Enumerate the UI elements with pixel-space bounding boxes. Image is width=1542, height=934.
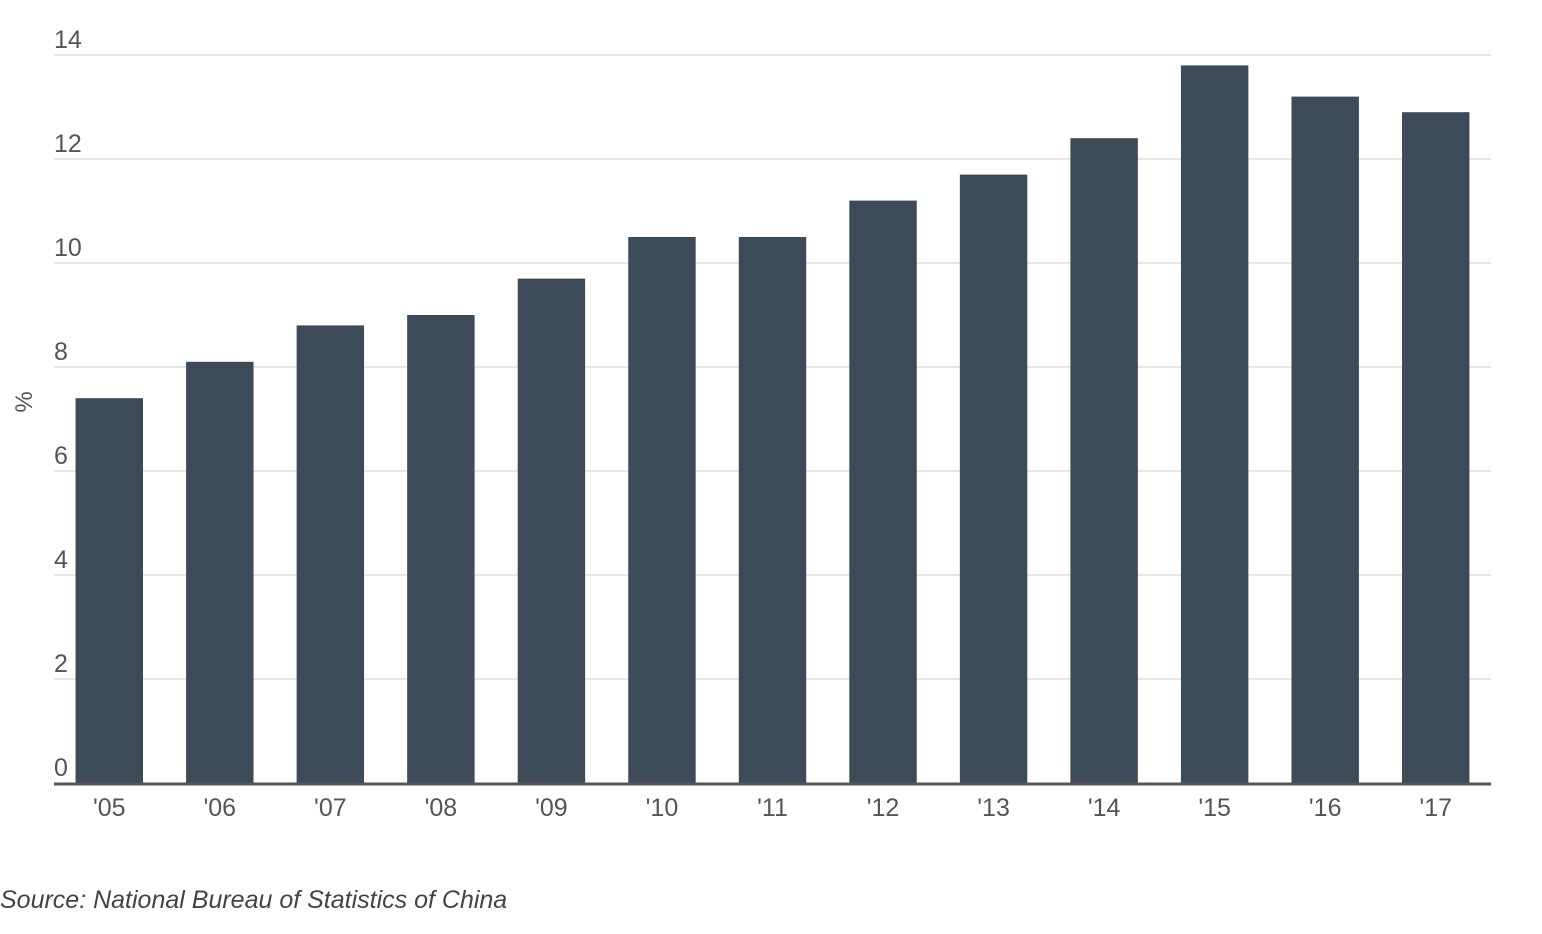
- bar-15: [1180, 65, 1249, 783]
- bar-17: [1402, 112, 1470, 783]
- bar-16: [1291, 96, 1359, 784]
- x-tick-label: '07: [314, 794, 347, 822]
- y-tick-label: 2: [54, 650, 68, 678]
- x-tick-label: '06: [204, 794, 237, 822]
- bars: [75, 65, 1470, 784]
- x-tick-label: '13: [977, 794, 1010, 822]
- bar-14: [1070, 138, 1138, 783]
- bar-09: [517, 278, 586, 783]
- x-tick-label: '05: [93, 794, 126, 822]
- y-axis-label: %: [11, 391, 38, 412]
- x-tick-label: '09: [535, 794, 568, 822]
- bar-08: [407, 315, 475, 783]
- x-tick-label: '10: [646, 794, 679, 822]
- bar-12: [849, 200, 917, 784]
- y-tick-label: 14: [54, 26, 82, 54]
- x-tick-label: '15: [1198, 794, 1231, 822]
- bar-07: [296, 325, 365, 783]
- x-axis-ticks: '05 '06 '07 '08 '09 '10 '11 '12 '13 '14 '15 '16 '17: [93, 794, 1452, 822]
- x-tick-label: '08: [425, 794, 458, 822]
- bar-11: [738, 237, 807, 783]
- x-tick-label: '14: [1088, 794, 1121, 822]
- bar-06: [186, 361, 254, 783]
- x-tick-label: '12: [867, 794, 900, 822]
- y-tick-label: 12: [54, 130, 82, 158]
- y-axis-ticks: 0 2 4 6 8 10 12 14: [54, 26, 82, 782]
- x-tick-label: '11: [757, 794, 788, 822]
- x-tick-label: '17: [1419, 794, 1452, 822]
- y-tick-label: 0: [54, 754, 68, 782]
- bar-10: [628, 237, 696, 783]
- x-tick-label: '16: [1309, 794, 1342, 822]
- y-tick-label: 8: [54, 338, 68, 366]
- y-tick-label: 4: [54, 546, 68, 574]
- source-note: Source: National Bureau of Statistics of…: [0, 886, 508, 914]
- y-tick-label: 6: [54, 442, 68, 470]
- y-tick-label: 10: [54, 234, 82, 262]
- bar-05: [75, 398, 143, 783]
- bar-13: [959, 174, 1028, 784]
